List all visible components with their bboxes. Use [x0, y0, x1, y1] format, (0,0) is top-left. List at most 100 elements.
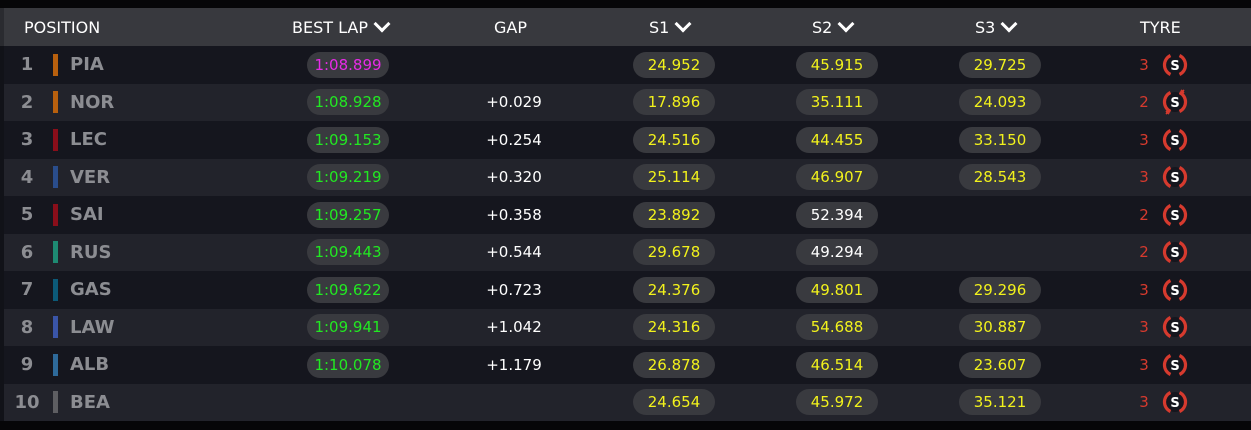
- tyre-laps: 3: [1139, 355, 1149, 374]
- best-lap-cell: 1:09.257: [307, 196, 389, 234]
- sector1-cell: 26.878: [633, 346, 715, 384]
- table-row[interactable]: 1 PIA 1:08.899 24.952 45.915 29.725 3 S: [0, 46, 1251, 84]
- header-tyre: TYRE: [1140, 17, 1181, 37]
- sector2-pill: 35.111: [796, 89, 878, 116]
- sector3-cell: [959, 234, 1041, 272]
- best-lap-pill: 1:09.941: [307, 314, 389, 341]
- tyre-cell: 3 S: [1134, 121, 1204, 159]
- sector1-pill: 24.516: [633, 126, 715, 153]
- best-lap-cell: [307, 384, 389, 422]
- sector1-cell: 24.516: [633, 121, 715, 159]
- sector2-pill: 46.514: [796, 351, 878, 378]
- table-row[interactable]: 3 LEC 1:09.153 +0.254 24.516 44.455 33.1…: [0, 121, 1251, 159]
- table-row[interactable]: 4 VER 1:09.219 +0.320 25.114 46.907 28.5…: [0, 158, 1251, 197]
- team-color-bar: [53, 196, 58, 234]
- team-color-bar: [53, 234, 58, 272]
- tyre-laps: 2: [1139, 243, 1149, 262]
- tyre-laps: 2: [1139, 205, 1149, 224]
- sector1-cell: 24.654: [633, 384, 715, 422]
- header-gap: GAP: [494, 17, 527, 37]
- best-lap-cell: 1:09.219: [307, 159, 389, 197]
- gap-cell: +0.723: [486, 280, 542, 299]
- sector2-pill: 44.455: [796, 126, 878, 153]
- best-lap-pill: 1:08.899: [307, 51, 389, 78]
- svg-text:S: S: [1170, 359, 1179, 374]
- tyre-cell: 3 S: [1134, 384, 1204, 422]
- table-row[interactable]: 5 SAI 1:09.257 +0.358 23.892 52.394 2 S: [0, 196, 1251, 234]
- chevron-down-icon: [1000, 15, 1018, 33]
- position: 3: [20, 129, 34, 151]
- best-lap-cell: 1:08.928: [307, 84, 389, 122]
- soft-tyre-icon: S: [1162, 89, 1188, 115]
- tyre-cell: 3 S: [1134, 346, 1204, 384]
- table-row[interactable]: 7 GAS 1:09.622 +0.723 24.376 49.801 29.2…: [0, 271, 1251, 309]
- sector2-pill: 45.915: [796, 51, 878, 78]
- tyre-cell: 3 S: [1134, 159, 1204, 197]
- gap-cell: +0.544: [486, 243, 542, 262]
- gap-cell: [464, 384, 564, 422]
- sector3-pill: 29.725: [959, 51, 1041, 78]
- tyre-laps: 2: [1139, 93, 1149, 112]
- svg-text:S: S: [1170, 209, 1179, 224]
- driver-code: SAI: [70, 204, 104, 226]
- driver-code: RUS: [70, 241, 112, 263]
- team-color-bar: [53, 84, 58, 122]
- position: 4: [20, 166, 34, 188]
- sector1-pill: 24.952: [633, 51, 715, 78]
- soft-tyre-icon: S: [1162, 316, 1188, 339]
- best-lap-pill: 1:10.078: [307, 351, 389, 378]
- tyre-laps: 3: [1139, 393, 1149, 412]
- position: 5: [20, 204, 34, 226]
- timing-table: POSITION BEST LAP GAP S1 S2 S3 TYRE 1 PI…: [0, 8, 1251, 421]
- soft-tyre-icon: S: [1162, 278, 1188, 301]
- sector3-cell: 29.296: [959, 271, 1041, 309]
- tyre-cell: 2 S: [1134, 196, 1204, 234]
- best-lap-pill: 1:08.928: [307, 89, 389, 116]
- table-row[interactable]: 6 RUS 1:09.443 +0.544 29.678 49.294 2 S: [0, 233, 1251, 272]
- svg-text:S: S: [1170, 171, 1179, 186]
- tyre-cell: 3 S: [1134, 309, 1204, 347]
- tyre-cell: 3 S: [1134, 271, 1204, 309]
- sector3-cell: 35.121: [959, 384, 1041, 422]
- sector2-pill: 49.294: [796, 239, 878, 266]
- sector3-cell: 28.543: [959, 159, 1041, 197]
- sector3-cell: 33.150: [959, 121, 1041, 159]
- sector3-pill: 24.093: [959, 89, 1041, 116]
- sector3-cell: [959, 196, 1041, 234]
- team-color-bar: [53, 121, 58, 159]
- sector2-pill: 54.688: [796, 314, 878, 341]
- table-row[interactable]: 2 NOR 1:08.928 +0.029 17.896 35.111 24.0…: [0, 83, 1251, 122]
- sector1-pill: 23.892: [633, 201, 715, 228]
- sector3-cell: 30.887: [959, 309, 1041, 347]
- sector1-cell: 24.952: [633, 46, 715, 84]
- sector2-cell: 45.915: [796, 46, 878, 84]
- driver-code: BEA: [70, 391, 110, 413]
- best-lap-cell: 1:08.899: [307, 46, 389, 84]
- sector2-pill: 49.801: [796, 276, 878, 303]
- header-s1-sort[interactable]: S1: [649, 8, 692, 46]
- driver-code: VER: [70, 166, 111, 188]
- gap-cell: +0.358: [486, 205, 542, 224]
- sector2-cell: 52.394: [796, 196, 878, 234]
- sector3-pill: 30.887: [959, 314, 1041, 341]
- sector2-cell: 46.907: [796, 159, 878, 197]
- gap-cell: +0.254: [486, 130, 542, 149]
- soft-tyre-icon: S: [1162, 241, 1188, 264]
- sector1-pill: 17.896: [633, 89, 715, 116]
- sector1-pill: 25.114: [633, 164, 715, 191]
- svg-text:S: S: [1170, 134, 1179, 149]
- header-s3-sort[interactable]: S3: [975, 8, 1018, 46]
- header-position: POSITION: [24, 17, 101, 37]
- table-row[interactable]: 10 BEA 24.654 45.972 35.121 3 S: [0, 383, 1251, 422]
- best-lap-pill: 1:09.257: [307, 201, 389, 228]
- header-best-lap-sort[interactable]: BEST LAP: [292, 8, 391, 46]
- gap-cell: +1.179: [486, 355, 542, 374]
- tyre-laps: 3: [1139, 280, 1149, 299]
- svg-text:S: S: [1170, 246, 1179, 261]
- table-row[interactable]: 8 LAW 1:09.941 +1.042 24.316 54.688 30.8…: [0, 308, 1251, 347]
- soft-tyre-icon: S: [1162, 391, 1188, 414]
- table-row[interactable]: 9 ALB 1:10.078 +1.179 26.878 46.514 23.6…: [0, 346, 1251, 384]
- header-s2-sort[interactable]: S2: [812, 8, 855, 46]
- sector3-pill: 29.296: [959, 276, 1041, 303]
- tyre-cell: 2 S: [1134, 234, 1204, 272]
